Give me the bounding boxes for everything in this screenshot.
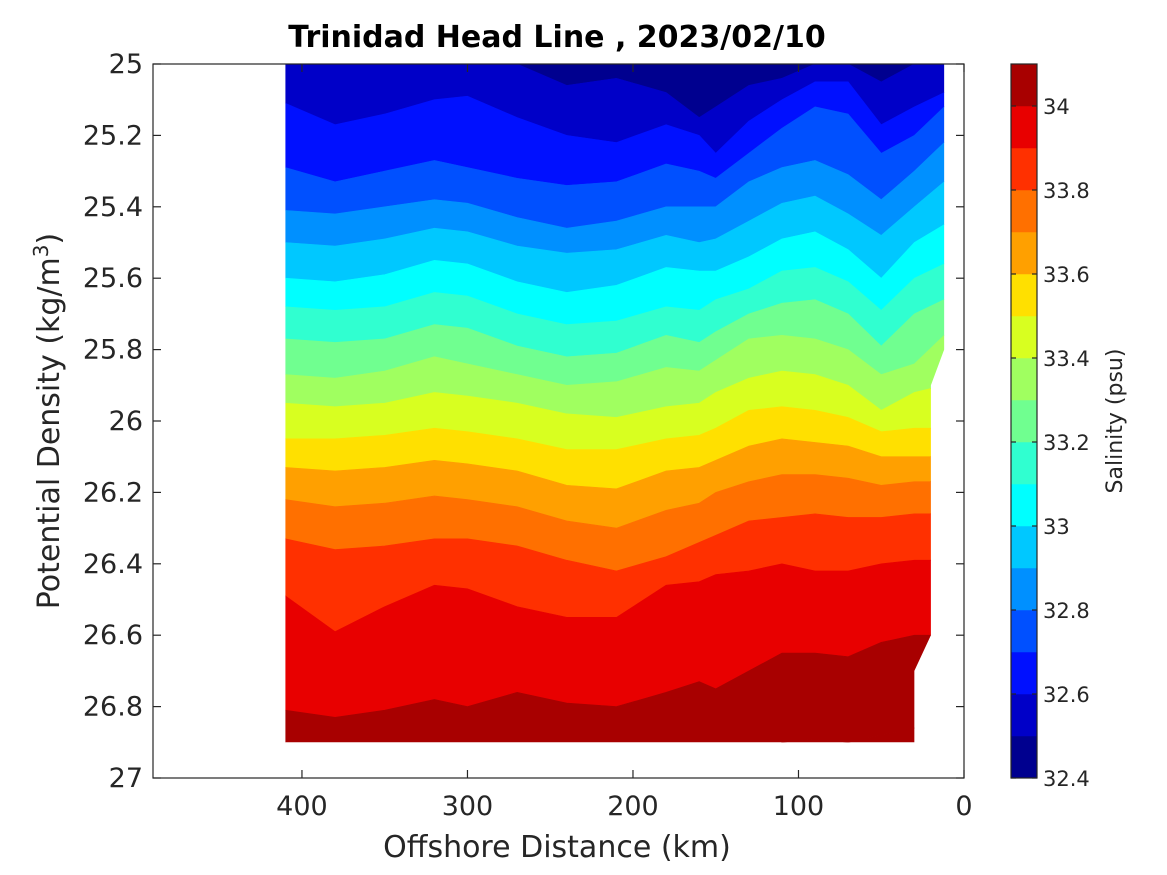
colorbar-segment: [1010, 567, 1038, 611]
contour-band: [285, 634, 945, 743]
y-axis-label: Potential Density (kg/m3): [29, 233, 67, 609]
y-tick-label: 25.6: [83, 263, 143, 294]
colorbar-tick-label: 33: [1043, 515, 1070, 539]
y-axis-label-end: ): [32, 233, 67, 245]
colorbar-tick-label: 33.8: [1043, 179, 1090, 203]
colorbar-segment: [1010, 525, 1038, 569]
colorbar: 32.4 32.6 32.8 33 33.2 33.4 33.6 33.8 34: [1010, 63, 1090, 791]
contour-fill-layer: [285, 64, 945, 743]
colorbar-tick-label: 33.2: [1043, 431, 1090, 455]
colorbar-segment: [1010, 315, 1038, 359]
colorbar-tick-label: 33.4: [1043, 347, 1090, 371]
x-tick-label: 0: [955, 791, 972, 822]
colorbar-segment: [1010, 399, 1038, 443]
y-tick-label: 25.2: [83, 120, 143, 151]
contour-band: [285, 64, 945, 118]
x-tick-label: 100: [773, 791, 825, 822]
colorbar-label: Salinity (psu): [1103, 349, 1128, 494]
y-tick-label: 27: [109, 763, 143, 794]
y-tick-label: 25.4: [83, 192, 143, 223]
x-tick-label: 200: [607, 791, 659, 822]
colorbar-tick-label: 32.8: [1043, 599, 1090, 623]
colorbar-tick-label: 34: [1043, 95, 1070, 119]
colorbar-segment: [1010, 147, 1038, 191]
colorbar-segment: [1010, 693, 1038, 737]
colorbar-segment: [1010, 273, 1038, 317]
y-tick-label: 25.8: [83, 335, 143, 366]
colorbar-segment: [1010, 357, 1038, 401]
y-tick-label: 26.2: [83, 477, 143, 508]
colorbar-segment: [1010, 63, 1038, 107]
y-tick-label: 26.6: [83, 620, 143, 651]
y-tick-label: 26.8: [83, 692, 143, 723]
colorbar-segment: [1010, 483, 1038, 527]
y-tick-label: 26: [109, 406, 143, 437]
x-axis-label: Offshore Distance (km): [383, 830, 731, 865]
x-axis-ticks: 400 300 200 100 0: [276, 64, 973, 822]
chart-title: Trinidad Head Line , 2023/02/10: [288, 20, 825, 55]
colorbar-segment: [1010, 651, 1038, 695]
x-tick-label: 400: [276, 791, 328, 822]
colorbar-tick-label: 33.6: [1043, 263, 1090, 287]
colorbar-frame: [1010, 63, 1038, 779]
colorbar-segment: [1010, 441, 1038, 485]
y-axis-label-superscript: 3: [29, 244, 53, 257]
colorbar-segment: [1010, 231, 1038, 275]
y-axis-ticks: 25 25.2 25.4 25.6 25.8 26 26.2 26.4 26.6 26.8 27: [83, 49, 964, 794]
y-axis-label-main: Potential Density (kg/m: [32, 257, 67, 609]
colorbar-segment: [1010, 735, 1038, 779]
colorbar-segment: [1010, 105, 1038, 149]
y-tick-label: 26.4: [83, 549, 143, 580]
y-tick-label: 25: [109, 49, 143, 80]
colorbar-tick-label: 32.6: [1043, 683, 1090, 707]
colorbar-tick-label: 32.4: [1043, 767, 1090, 791]
colorbar-segment: [1010, 189, 1038, 233]
x-tick-label: 300: [442, 791, 494, 822]
colorbar-segment: [1010, 609, 1038, 653]
